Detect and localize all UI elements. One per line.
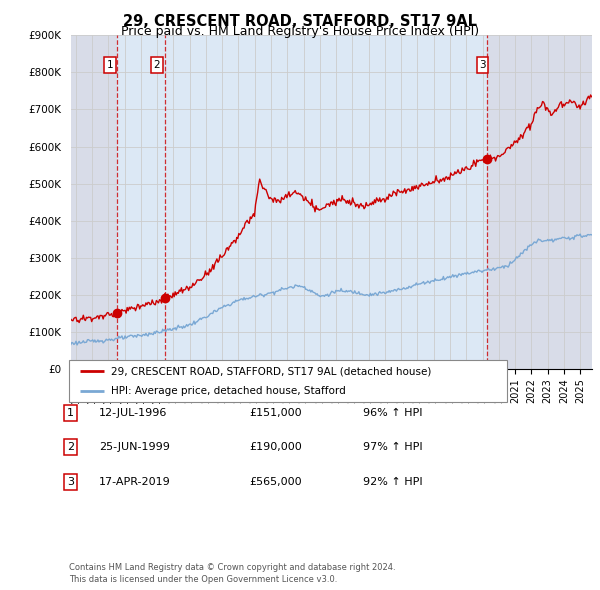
- Bar: [71, 35, 117, 369]
- Text: £151,000: £151,000: [249, 408, 302, 418]
- Text: 1: 1: [67, 408, 74, 418]
- Text: 1: 1: [107, 60, 113, 70]
- Text: Contains HM Land Registry data © Crown copyright and database right 2024.
This d: Contains HM Land Registry data © Crown c…: [69, 563, 395, 584]
- Text: 12-JUL-1996: 12-JUL-1996: [99, 408, 167, 418]
- Bar: [165, 35, 487, 369]
- Text: 97% ↑ HPI: 97% ↑ HPI: [363, 442, 422, 452]
- Text: 29, CRESCENT ROAD, STAFFORD, ST17 9AL (detached house): 29, CRESCENT ROAD, STAFFORD, ST17 9AL (d…: [110, 366, 431, 376]
- Bar: [117, 35, 165, 369]
- Text: HPI: Average price, detached house, Stafford: HPI: Average price, detached house, Staf…: [110, 386, 346, 396]
- Text: 25-JUN-1999: 25-JUN-1999: [99, 442, 170, 452]
- Text: Price paid vs. HM Land Registry's House Price Index (HPI): Price paid vs. HM Land Registry's House …: [121, 25, 479, 38]
- Text: £190,000: £190,000: [249, 442, 302, 452]
- Text: 96% ↑ HPI: 96% ↑ HPI: [363, 408, 422, 418]
- Text: 3: 3: [479, 60, 486, 70]
- Text: 2: 2: [154, 60, 160, 70]
- Text: 17-APR-2019: 17-APR-2019: [99, 477, 171, 487]
- Text: 92% ↑ HPI: 92% ↑ HPI: [363, 477, 422, 487]
- Bar: [487, 35, 592, 369]
- Text: 29, CRESCENT ROAD, STAFFORD, ST17 9AL: 29, CRESCENT ROAD, STAFFORD, ST17 9AL: [123, 14, 477, 28]
- Text: £565,000: £565,000: [249, 477, 302, 487]
- Text: 2: 2: [67, 442, 74, 452]
- Text: 3: 3: [67, 477, 74, 487]
